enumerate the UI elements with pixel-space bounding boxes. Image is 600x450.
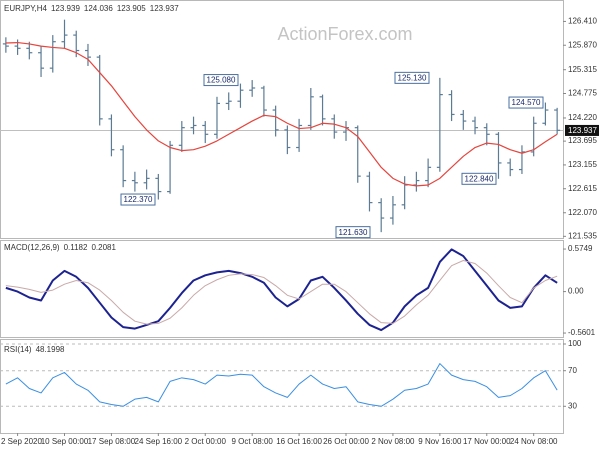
annotation-label: 121.630 xyxy=(339,228,368,237)
y-tick-label: 0.00 xyxy=(568,287,584,296)
y-tick-label: 124.220 xyxy=(568,113,597,122)
annotation-box xyxy=(203,74,239,87)
x-tick-label: 10 Sep 00:00 xyxy=(41,437,89,446)
annotation-label: 125.080 xyxy=(207,76,236,85)
header-value: 0.1182 xyxy=(64,243,88,252)
annotation-label: 125.130 xyxy=(398,73,427,82)
rsi-panel xyxy=(0,339,564,434)
annotation-box xyxy=(335,226,371,239)
annotation-box xyxy=(461,172,497,185)
x-tick-label: 24 Nov 08:00 xyxy=(510,437,558,446)
y-tick-label: 122.615 xyxy=(568,184,597,193)
annotation-label: 122.840 xyxy=(465,174,494,183)
panel-header: RSI(14) 48.1998 xyxy=(4,345,65,354)
x-tick-label: 16 Oct 16:00 xyxy=(276,437,322,446)
x-tick-label: 17 Nov 00:00 xyxy=(463,437,511,446)
x-tick-label: 2 Oct 00:00 xyxy=(185,437,227,446)
y-tick-label: 125.870 xyxy=(568,40,597,49)
y-tick-label: 126.410 xyxy=(568,17,597,26)
y-tick-label: 124.775 xyxy=(568,89,597,98)
y-tick-label: 123.155 xyxy=(568,160,597,169)
annotation-box xyxy=(508,96,544,109)
x-tick-label: 2 Sep 2020 xyxy=(1,437,42,446)
last-price-box xyxy=(565,124,599,136)
y-tick-label: 70 xyxy=(568,366,577,375)
indicator-line xyxy=(5,260,558,325)
header-value: 123.905 xyxy=(117,4,146,13)
y-tick-label: 30 xyxy=(568,401,577,410)
y-tick-label: 125.315 xyxy=(568,65,597,74)
last-price-label: 123.937 xyxy=(568,126,597,135)
annotation-box xyxy=(120,193,156,206)
watermark: ActionForex.com xyxy=(277,24,412,44)
header-value: 124.036 xyxy=(84,4,113,13)
y-tick-label: 123.695 xyxy=(568,136,597,145)
panel-header: EURJPY,H4 123.939 124.036 123.905 123.937 xyxy=(4,4,179,13)
indicator-line xyxy=(5,363,558,407)
indicator-label: RSI(14) xyxy=(4,345,32,354)
y-tick-label: 122.070 xyxy=(568,208,597,217)
panel-header: MACD(12,26,9) 0.1182 0.2081 xyxy=(4,243,116,252)
header-value: 48.1998 xyxy=(36,345,65,354)
price-panel xyxy=(0,0,564,239)
moving-average xyxy=(5,41,558,187)
x-tick-label: 9 Oct 08:00 xyxy=(231,437,273,446)
x-tick-label: 24 Sep 16:00 xyxy=(135,437,183,446)
indicator-line xyxy=(5,248,558,332)
x-tick-label: 17 Sep 08:00 xyxy=(88,437,136,446)
header-value: 123.939 xyxy=(51,4,80,13)
macd-panel xyxy=(0,240,564,338)
indicator-label: MACD(12,26,9) xyxy=(4,243,60,252)
header-value: 123.937 xyxy=(150,4,179,13)
symbol: EURJPY,H4 xyxy=(4,4,48,13)
x-tick-label: 2 Nov 08:00 xyxy=(371,437,415,446)
annotation-box xyxy=(394,71,430,84)
y-tick-label: 0.5749 xyxy=(568,244,593,253)
annotation-label: 124.570 xyxy=(512,98,541,107)
x-tick-label: 9 Nov 16:00 xyxy=(418,437,462,446)
y-tick-label: 100 xyxy=(568,339,582,348)
y-tick-label: 121.535 xyxy=(568,231,597,240)
header-value: 0.2081 xyxy=(91,243,116,252)
y-tick-label: -0.5601 xyxy=(568,328,596,337)
x-tick-label: 26 Oct 00:00 xyxy=(323,437,369,446)
annotation-label: 122.370 xyxy=(124,195,153,204)
